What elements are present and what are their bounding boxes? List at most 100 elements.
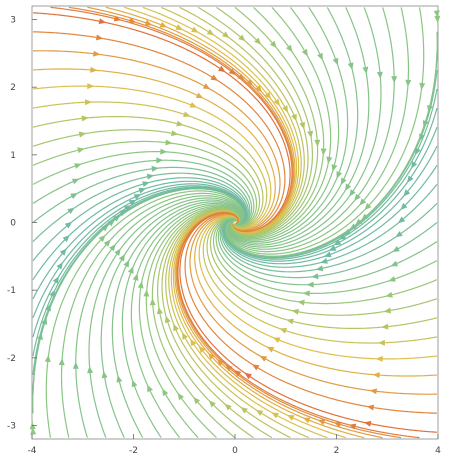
streamline-arrow (123, 259, 130, 268)
streamline-arrow (411, 161, 418, 169)
x-tick-label: -4 (28, 446, 37, 456)
streamline-arrow (348, 423, 357, 430)
streamline-arrow (375, 355, 383, 362)
streamline-arrow (320, 148, 327, 156)
streamline-arrow (392, 246, 400, 252)
streamline-arrow (364, 202, 372, 211)
streamline-arrow (177, 392, 184, 401)
streamline-arrow (98, 234, 106, 243)
streamline-arrow (128, 199, 137, 206)
streamline-arrow (224, 403, 232, 411)
streamline-arrow (151, 165, 159, 172)
streamline-arrow (59, 248, 67, 256)
streamline-arrow (193, 396, 201, 405)
streamline-arrow (331, 164, 338, 172)
streamline-arrow (56, 262, 63, 270)
streamline-arrow (208, 352, 215, 360)
x-tick-label: -2 (129, 446, 138, 456)
streamline-arrow (255, 85, 262, 93)
streamline-arrow (195, 92, 204, 99)
streamline-arrow (131, 379, 138, 388)
axes: -4 -2 0 2 4 -3 -2 -1 0 1 2 3 (7, 16, 441, 456)
streamline-arrow (366, 404, 375, 411)
streamline-arrow (272, 337, 281, 343)
y-tick-label: 1 (10, 151, 16, 161)
streamline-arrow (279, 328, 287, 334)
streamline-arrow (323, 251, 332, 258)
streamline-arrow (240, 407, 248, 414)
streamline-arrow (173, 323, 179, 332)
streamline-arrow (103, 239, 111, 247)
streamline-arrow (400, 202, 408, 210)
streamline-arrow (118, 254, 125, 262)
y-tick-label: 2 (10, 83, 16, 93)
y-tick-label: 0 (10, 219, 16, 229)
streamline-arrow (377, 339, 385, 346)
streamline-arrow (64, 221, 73, 229)
streamline-arrow (311, 273, 319, 280)
streamline-arrow (390, 260, 399, 267)
streamline-arrow (383, 307, 392, 314)
streamline-arrow (264, 91, 272, 100)
streamline-arrow (171, 130, 179, 137)
streamline-arrow (44, 354, 51, 363)
streamline-arrow (190, 338, 197, 347)
streamline-arrow (271, 412, 279, 419)
streamline-arrow (143, 289, 150, 297)
streamline-arrow (71, 178, 80, 185)
streamline-arrow (301, 48, 308, 57)
streamline-arrow (87, 83, 95, 90)
streamline-arrow (162, 388, 169, 397)
streamline-arrow (333, 421, 342, 428)
streamline-arrow (419, 82, 426, 91)
streamline-arrow (376, 71, 383, 79)
streamline-arrow (349, 189, 356, 197)
streamline-arrow (320, 258, 328, 264)
streamline-arrow (222, 31, 230, 38)
y-tick-label: -2 (7, 354, 16, 364)
streamline-arrow (372, 372, 380, 379)
streamline-arrow (297, 299, 305, 306)
streamline-arrow (30, 427, 37, 435)
streamline-arrow (132, 273, 139, 281)
streamline-arrow (299, 121, 306, 130)
streamline-arrow (332, 57, 339, 66)
streamline-arrow (128, 17, 137, 24)
streamline-arrow (218, 65, 226, 73)
streamline-arrow (58, 358, 65, 366)
streamline-arrow (286, 318, 294, 325)
streamline-arrow (62, 235, 70, 243)
streamline-arrow (254, 37, 262, 45)
streamline-arrow (70, 193, 78, 199)
streamline-arrow (149, 298, 156, 306)
streamline-arrow (74, 163, 82, 169)
streamline-arrow (67, 207, 75, 214)
streamline-arrow (317, 52, 323, 61)
streamline-arrow (415, 147, 421, 156)
streamline-arrow (127, 266, 134, 274)
y-tick-label: -3 (7, 421, 16, 431)
streamline-arrow (363, 420, 372, 427)
streamline-arrow (388, 276, 396, 282)
streamline-arrow (189, 102, 198, 108)
streamline-arrow (314, 139, 321, 147)
streamline-arrow (164, 315, 171, 324)
streamline-arrow (407, 175, 414, 183)
streamline-arrow (287, 415, 295, 421)
streamline-arrow (165, 139, 173, 146)
streamline-arrow (338, 233, 347, 240)
streamline-arrow (246, 79, 254, 87)
streamline-arrow (160, 148, 168, 155)
streamline-arrow (113, 215, 121, 222)
streamline-arrow (427, 105, 433, 113)
streamline-arrow (315, 265, 324, 272)
streamline-arrow (306, 281, 314, 288)
streamline-arrow (228, 68, 236, 76)
streamline-arrow (238, 34, 246, 42)
streamline-arrow (302, 290, 310, 297)
streamline-arrow (273, 98, 280, 107)
streamline-arrow (291, 113, 297, 122)
streamline-arrow (433, 10, 440, 18)
y-tick-label: 3 (10, 16, 16, 26)
